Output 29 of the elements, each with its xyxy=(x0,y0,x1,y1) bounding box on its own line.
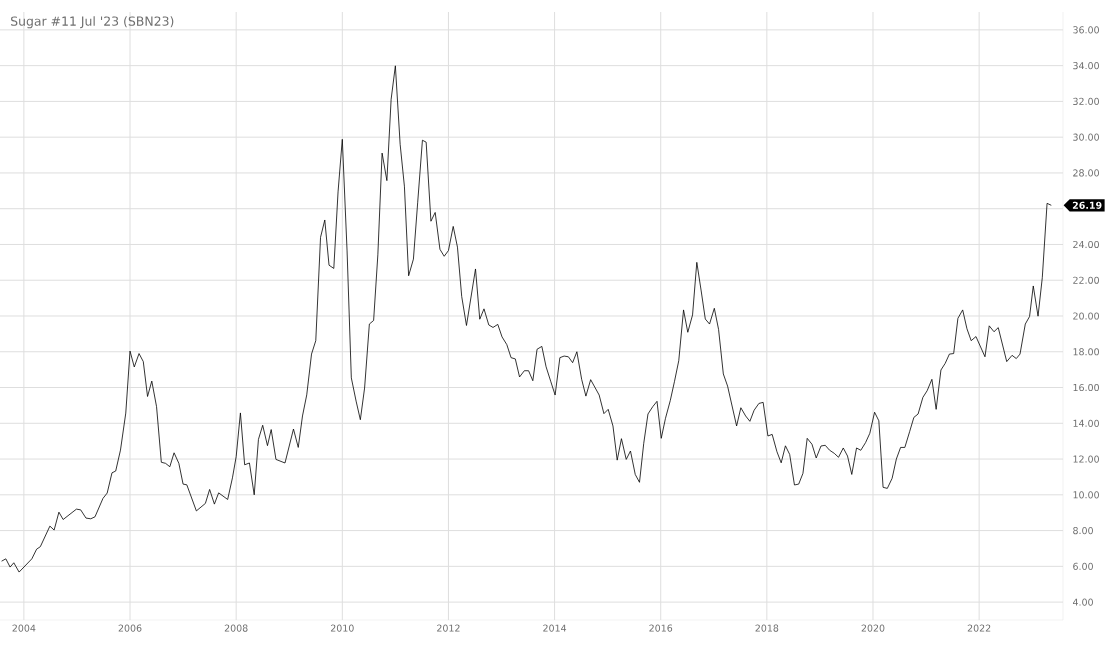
y-tick-label: 4.00 xyxy=(1072,598,1093,606)
annotation: 26.19 xyxy=(1072,201,1102,209)
x-tick-label: 2014 xyxy=(543,624,567,632)
x-tick-label: 2016 xyxy=(649,624,673,632)
y-tick-label: 14.00 xyxy=(1073,419,1099,427)
y-tick-label: 6.00 xyxy=(1073,562,1093,570)
x-tick-label: 2012 xyxy=(437,624,460,632)
x-tick-label: 2006 xyxy=(118,624,142,632)
y-tick-label: 30.00 xyxy=(1073,133,1099,141)
y-tick-label: 12.00 xyxy=(1073,455,1099,463)
chart-title: Sugar #11 Jul '23 (SBN23) xyxy=(11,16,174,29)
y-tick-label: 36.00 xyxy=(1073,26,1099,34)
y-tick-label: 34.00 xyxy=(1073,62,1099,70)
x-tick-label: 2008 xyxy=(224,624,248,632)
y-tick-label: 24.00 xyxy=(1073,240,1099,249)
line-series xyxy=(1,65,1052,573)
x-tick-label: 2004 xyxy=(12,624,36,632)
x-tick-label: 2020 xyxy=(861,624,885,632)
y-tick-label: 10.00 xyxy=(1073,491,1099,499)
y-tick-label: 16.00 xyxy=(1073,383,1099,392)
y-tick-label: 22.00 xyxy=(1073,276,1099,284)
y-tick-label: 28.00 xyxy=(1073,169,1099,177)
x-tick-label: 2018 xyxy=(755,624,779,632)
y-tick-label: 8.00 xyxy=(1073,527,1093,535)
x-tick-label: 2010 xyxy=(330,624,354,632)
x-tick-label: 2022 xyxy=(967,624,991,632)
y-tick-label: 32.00 xyxy=(1073,97,1099,105)
y-tick-label: 18.00 xyxy=(1073,348,1099,356)
y-tick-label: 20.00 xyxy=(1073,312,1099,320)
